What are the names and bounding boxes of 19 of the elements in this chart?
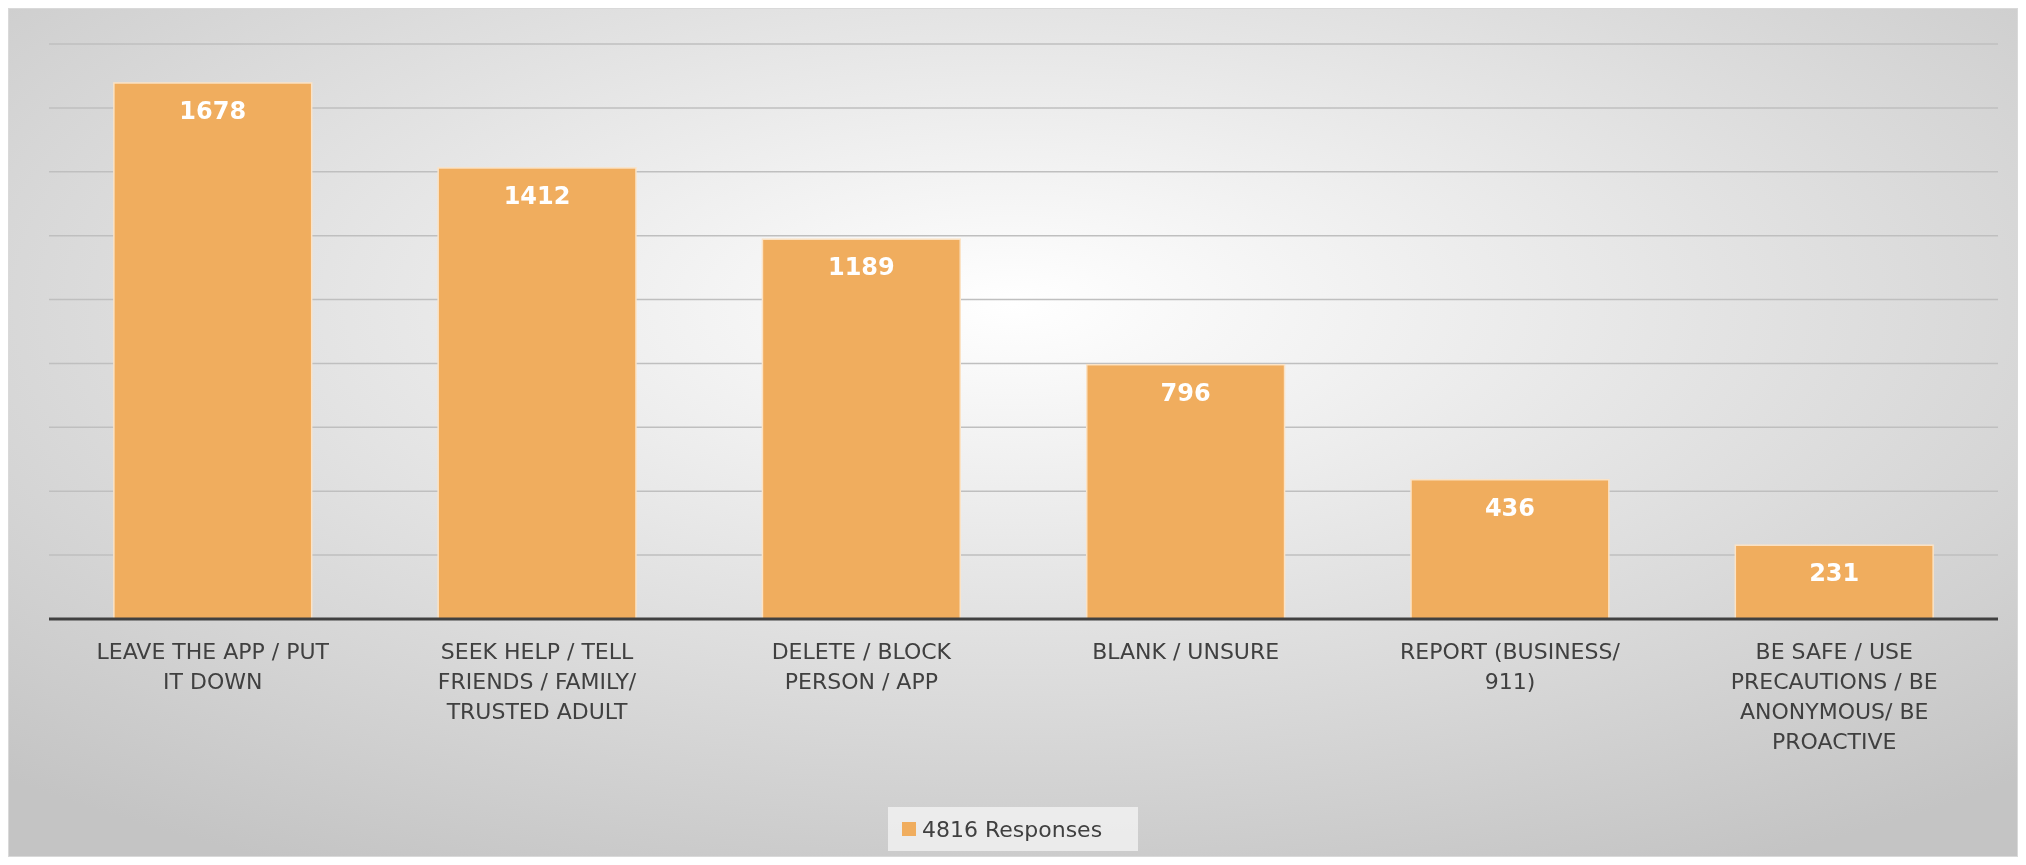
data-label: 1678: [179, 96, 247, 125]
data-label: 1412: [503, 181, 571, 210]
bar: [1085, 363, 1286, 620]
data-label: 796: [1160, 378, 1211, 407]
bar: [113, 82, 313, 620]
x-tick-label: SEEK HELP / TELL FRIENDS / FAMILY/ TRUSTED ADULT: [437, 639, 637, 724]
x-tick-label: LEAVE THE APP / PUT IT DOWN: [96, 639, 330, 694]
bar: [1410, 478, 1610, 620]
x-tick-label: DELETE / BLOCK PERSON / APP: [771, 639, 952, 694]
text: 4816 Responses: [922, 816, 1103, 842]
bar: [437, 167, 637, 620]
x-tick-label: REPORT (BUSINESS/ 911): [1400, 639, 1621, 694]
data-label: 231: [1809, 559, 1860, 588]
x-tick-label: BLANK / UNSURE: [1092, 639, 1280, 664]
bar: [1734, 544, 1934, 620]
data-label: 1189: [827, 253, 895, 282]
x-tick-label: BE SAFE / USE PRECAUTIONS / BE ANONYMOUS/ BE PROACTIVE: [1730, 639, 1938, 754]
bar: [761, 238, 962, 620]
data-label: 436: [1484, 493, 1535, 522]
